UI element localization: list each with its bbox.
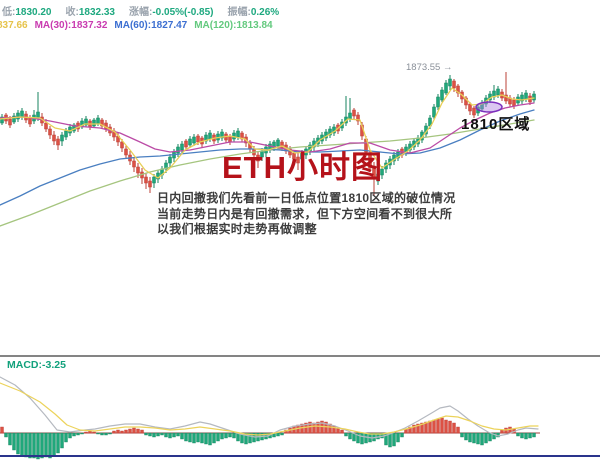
info-item-1: 收:1832.33 — [66, 7, 123, 18]
info-item-3: 振幅:0.26% — [227, 7, 286, 18]
zone-1810-label: 1810区域 — [461, 116, 531, 133]
info-value: -0.05%(-0.85) — [152, 7, 214, 18]
annotation-line-2: 当前走势日内是有回撤需求，但下方空间看不到很大所 — [157, 206, 453, 221]
ma-value-0: 837.66 — [0, 20, 28, 31]
annotation-line-1: 日内回撤我们先看前一日低点位置1810区域的破位情况 — [157, 191, 456, 205]
ma-value-3: MA(120):1813.84 — [194, 20, 273, 31]
ma-values-row: 837.66 MA(30):1837.32 MA(60):1827.47 MA(120… — [0, 20, 280, 31]
info-value: 1832.33 — [78, 7, 115, 18]
info-item-0: 低:1830.20 — [2, 7, 59, 18]
info-value: 1830.20 — [15, 7, 52, 18]
info-item-2: 涨幅:-0.05%(-0.85) — [129, 7, 220, 18]
ohlc-info-row: 低:1830.20 收:1832.33 涨幅:-0.05%(-0.85) 振幅:0.2… — [2, 3, 293, 18]
marked-high-label: 1873.55 → — [406, 62, 453, 73]
chart-title: ETH小时图 — [222, 150, 383, 185]
info-label: 收: — [65, 7, 79, 18]
ma-value-1: MA(30):1837.32 — [34, 20, 108, 31]
analyst-annotation: 日内回撤我们先看前一日低点位置1810区域的破位情况 当前走势日内是有回撤需求，… — [157, 191, 457, 238]
info-value: 0.26% — [250, 7, 280, 18]
macd-value-label: MACD:-3.25 — [7, 359, 66, 371]
info-label: 低: — [2, 7, 16, 18]
info-label: 涨幅: — [129, 7, 153, 18]
ma-value-2: MA(60):1827.47 — [114, 20, 188, 31]
annotation-line-3: 以我们根据实时走势再做调整 — [157, 222, 317, 236]
info-label: 振幅: — [227, 7, 251, 18]
